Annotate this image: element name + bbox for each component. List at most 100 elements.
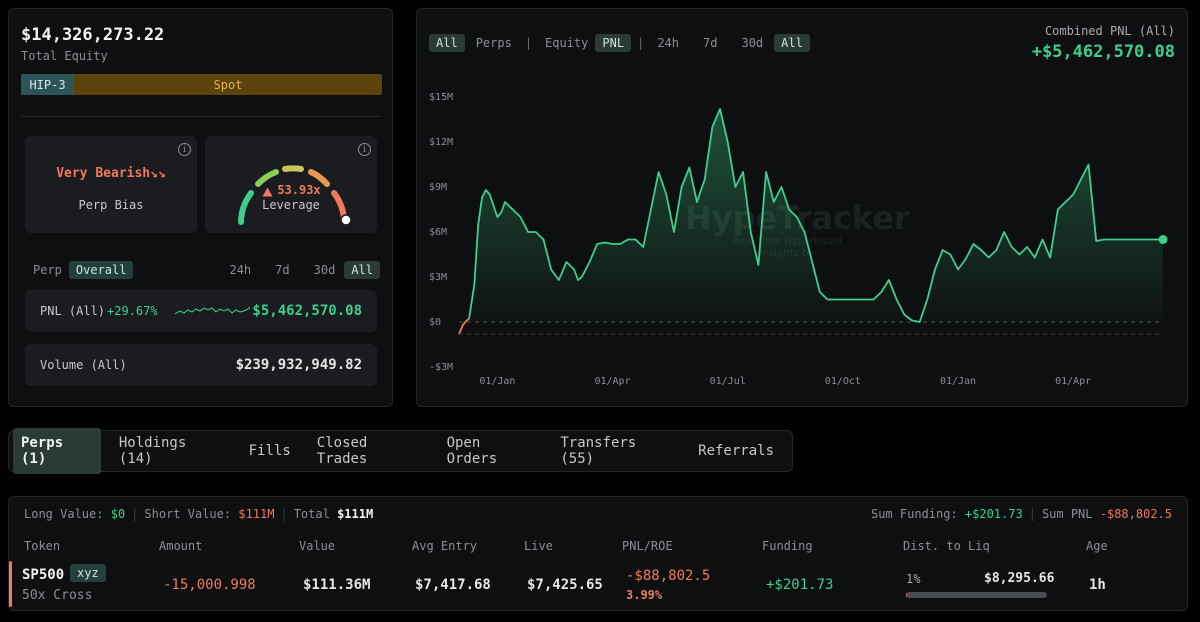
tab-perps[interactable]: Perps (1) [13,428,101,474]
liq-distance-fill [906,592,908,598]
sum-funding-value: +$201.73 [964,507,1023,521]
total-value: $111M [337,507,374,521]
x-tick-label: 01/Apr [1055,376,1091,387]
live-price: $7,425.65 [527,577,603,593]
stats-scope-tabs: Perp Overall [26,261,134,279]
perp-bias-label: Perp Bias [78,198,144,212]
short-position-indicator [9,561,12,607]
tab-closed-trades[interactable]: Closed Trades [316,435,368,467]
stats-range-tabs: 24h 7d 30d All [222,261,380,279]
tab-all-markets[interactable]: All [429,34,465,52]
margin-mode: 50x Cross [22,588,93,603]
header-dist-to-liq[interactable]: Dist. to Liq [903,539,990,553]
tab-perps[interactable]: Perps [475,36,512,50]
tab-24h[interactable]: 24h [657,36,680,50]
pnl-line-negative [458,318,470,335]
pnl-area [468,109,1164,322]
token-dex-badge: xyz [70,564,106,582]
tab-transfers[interactable]: Transfers (55) [560,435,637,467]
separator: | [637,36,645,50]
leverage-card: i 53.93x Leverage [205,136,377,233]
leverage-label: Leverage [262,198,320,212]
tab-perp[interactable]: Perp [33,263,62,277]
position-roe: 3.99% [626,588,663,602]
pnl-value: $5,462,570.08 [252,303,362,319]
chart-tabs: All Perps | Equity PNL | 24h 7d 30d All [429,34,810,52]
token-symbol[interactable]: SP500 [22,567,65,583]
summary-right: Sum Funding: +$201.73 | Sum PNL -$88,802… [870,507,1172,521]
pnl-chart[interactable]: $15M $12M $9M $6M $3M $0 -$3M 01/Jan 01/Apr 01/Ju… [417,9,1189,408]
total-label: Total [293,507,330,521]
x-tick-label: 01/Jan [479,376,515,387]
tab-fills[interactable]: Fills [248,443,291,459]
header-pnl-roe[interactable]: PNL/ROE [622,539,673,553]
tab-30d[interactable]: 30d [313,263,336,277]
position-pnl: -$88,802.5 [626,568,711,584]
header-avg-entry[interactable]: Avg Entry [412,539,478,553]
allocation-hip3[interactable]: HIP-3 [21,74,74,95]
short-value: $111M [238,507,275,521]
tab-7d[interactable]: 7d [275,263,290,277]
position-value: $111.36M [303,577,371,593]
volume-value: $239,932,949.82 [235,357,362,373]
y-tick-label: $3M [429,272,447,283]
allocation-spot[interactable]: Spot [74,74,382,95]
position-amount: -15,000.998 [163,577,256,593]
header-value[interactable]: Value [299,539,336,553]
pnl-current-point [1158,235,1168,244]
x-tick-label: 01/Oct [825,376,861,387]
positions-tabs: Perps (1) Holdings (14) Fills Closed Trades… [8,428,793,474]
combined-pnl-label: Combined PNL (All) [1044,24,1175,38]
total-equity-value: $14,326,273.22 [21,25,165,45]
info-icon[interactable]: i [358,143,371,156]
liq-price: $8,295.66 [984,571,1055,586]
position-age: 1h [1089,577,1106,593]
volume-card: Volume (All) $239,932,949.82 [25,344,377,386]
pnl-label: PNL (All) [40,304,106,318]
leverage-gauge [238,165,352,226]
tab-all[interactable]: All [344,261,380,279]
tab-holdings[interactable]: Holdings (14) [118,435,187,467]
header-amount[interactable]: Amount [159,539,203,553]
tab-referrals[interactable]: Referrals [698,443,774,459]
y-tick-label: $0 [429,317,441,328]
tab-30d[interactable]: 30d [741,36,764,50]
tab-7d[interactable]: 7d [703,36,718,50]
pnl-sparkline [175,306,250,315]
position-funding: +$201.73 [766,577,834,593]
tab-equity[interactable]: Equity [545,36,589,50]
y-tick-label: $15M [429,92,453,103]
header-funding[interactable]: Funding [762,539,813,553]
x-tick-label: 01/Jan [940,376,976,387]
y-tick-label: $6M [429,227,447,238]
y-tick-label: $12M [429,137,453,148]
tab-all-range[interactable]: All [774,34,810,52]
long-value-label: Long Value: [24,507,104,521]
x-tick-label: 01/Apr [594,376,630,387]
tab-overall[interactable]: Overall [68,261,134,279]
sum-pnl-label: Sum PNL [1041,507,1093,521]
pnl-percent: +29.67% [107,304,158,318]
pnl-line [468,108,1163,323]
y-tick-label: -$3M [429,362,453,373]
sum-funding-label: Sum Funding: [870,507,958,521]
header-token[interactable]: Token [24,539,61,553]
y-tick-label: $9M [429,182,447,193]
info-icon[interactable]: i [178,143,191,156]
allocation-bar: HIP-3 Spot [21,74,382,95]
header-age[interactable]: Age [1086,539,1108,553]
liq-distance-bar [906,592,1047,598]
perp-bias-value: Very Bearish↘↘ [56,166,166,181]
tab-open-orders[interactable]: Open Orders [446,435,498,467]
positions-table: Long Value: $0 | Short Value: $111M | To… [8,496,1188,611]
liq-distance-percent: 1% [906,572,921,586]
tab-24h[interactable]: 24h [229,263,252,277]
pnl-chart-panel: All Perps | Equity PNL | 24h 7d 30d All … [416,8,1188,407]
tab-pnl[interactable]: PNL [595,34,632,52]
account-summary-panel: $14,326,273.22 Total Equity HIP-3 Spot i… [8,8,393,407]
summary-left: Long Value: $0 | Short Value: $111M | To… [24,507,374,521]
leverage-value: 53.93x [277,183,321,197]
divider [21,116,380,117]
header-live[interactable]: Live [524,539,553,553]
short-value-label: Short Value: [144,507,232,521]
